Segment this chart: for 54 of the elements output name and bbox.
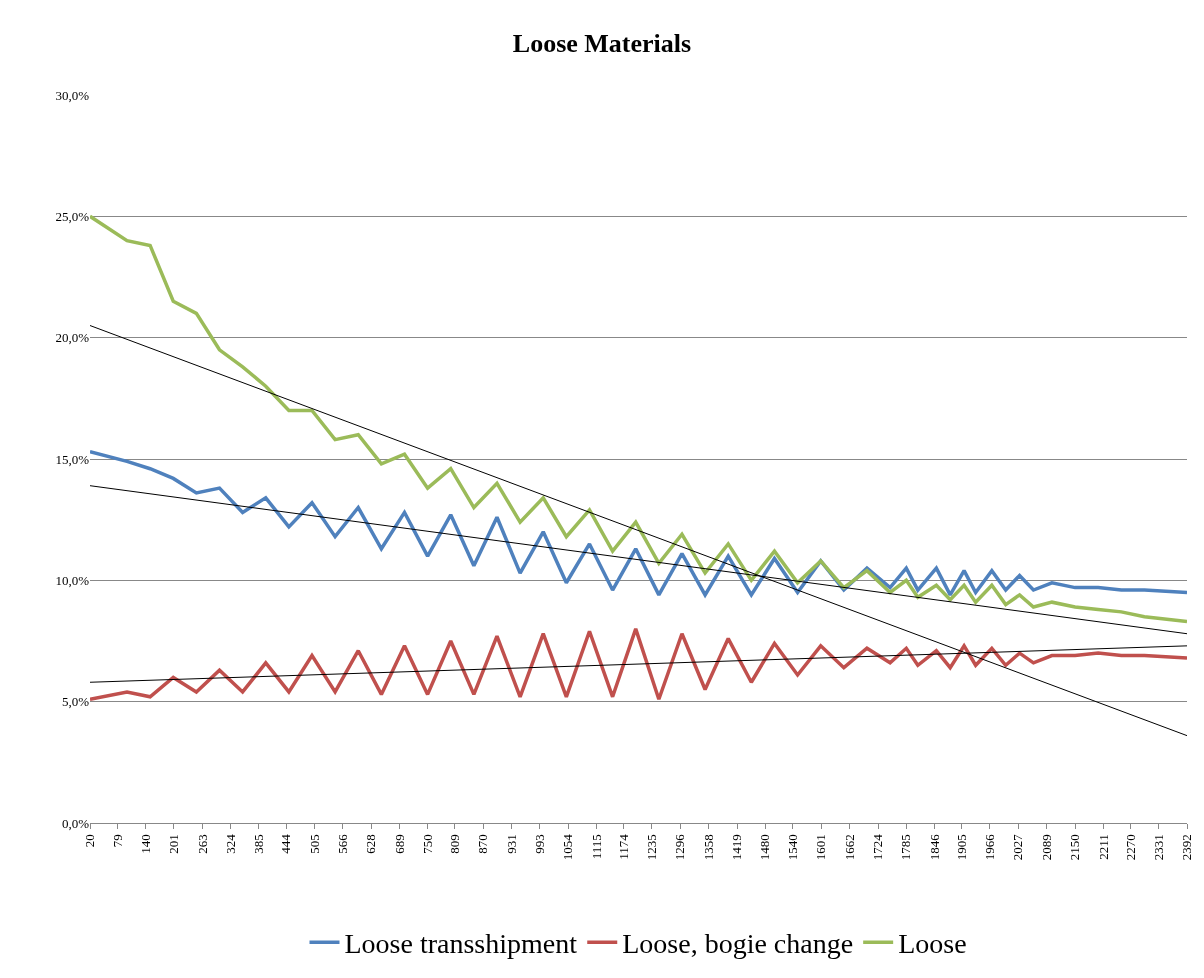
x-tick-label: 628 xyxy=(363,834,379,854)
x-tick-label: 20 xyxy=(82,834,98,848)
x-tick-label: 993 xyxy=(532,834,548,854)
y-tick-label: 15,0% xyxy=(55,451,90,467)
x-tick-label: 324 xyxy=(222,833,238,854)
x-tick-label: 931 xyxy=(503,834,519,854)
x-tick-label: 1054 xyxy=(560,833,576,861)
x-tick-label: 140 xyxy=(137,834,153,854)
x-tick-label: 1905 xyxy=(953,834,969,861)
legend-label: Loose xyxy=(898,928,967,960)
x-tick-label: 1540 xyxy=(785,834,801,861)
x-tick-label: 1662 xyxy=(841,834,857,861)
x-tick-label: 1115 xyxy=(588,834,604,860)
x-tick-label: 2331 xyxy=(1151,834,1167,861)
legend-label: Loose, bogie change xyxy=(622,928,854,960)
y-tick-label: 10,0% xyxy=(55,572,90,588)
x-tick-label: 263 xyxy=(194,834,210,854)
x-tick-label: 444 xyxy=(278,833,294,854)
y-tick-label: 20,0% xyxy=(55,330,90,346)
x-tick-label: 2027 xyxy=(1010,833,1026,861)
line-series xyxy=(90,214,1187,624)
x-tick-label: 1174 xyxy=(615,833,631,860)
x-tick-label: 1235 xyxy=(644,834,660,861)
x-tick-label: 2270 xyxy=(1122,834,1138,861)
x-tick-label: 2392 xyxy=(1179,834,1195,861)
y-tick-label: 30,0% xyxy=(55,87,90,103)
x-tick-label: 2211 xyxy=(1095,834,1111,860)
x-tick-label: 566 xyxy=(334,833,350,854)
y-tick-label: 25,0% xyxy=(55,208,90,224)
x-tick-label: 870 xyxy=(475,834,491,854)
x-tick-label: 1480 xyxy=(757,834,773,861)
x-tick-label: 809 xyxy=(447,834,463,854)
legend-label: Loose transshipment xyxy=(344,928,578,960)
x-tick-label: 1966 xyxy=(982,833,998,861)
x-tick-label: 1785 xyxy=(898,834,914,861)
x-tick-label: 505 xyxy=(306,834,322,854)
x-tick-label: 2150 xyxy=(1067,834,1083,861)
y-tick-label: 0,0% xyxy=(61,815,90,831)
x-tick-label: 1601 xyxy=(813,834,829,861)
x-tick-label: 1846 xyxy=(926,833,942,861)
x-tick-label: 2089 xyxy=(1039,834,1055,861)
y-tick-label: 5,0% xyxy=(61,694,90,710)
x-tick-label: 79 xyxy=(109,834,125,848)
line-series xyxy=(90,627,1187,701)
x-tick-label: 201 xyxy=(165,834,181,854)
x-tick-label: 1724 xyxy=(870,833,886,861)
line-series xyxy=(90,449,1187,597)
x-tick-label: 689 xyxy=(391,834,407,854)
chart-title: Loose Materials xyxy=(512,29,692,59)
x-tick-label: 1419 xyxy=(729,834,745,861)
x-tick-label: 1296 xyxy=(672,833,688,861)
x-tick-label: 1358 xyxy=(701,834,717,861)
x-tick-label: 385 xyxy=(251,834,267,854)
x-tick-label: 750 xyxy=(419,834,435,854)
